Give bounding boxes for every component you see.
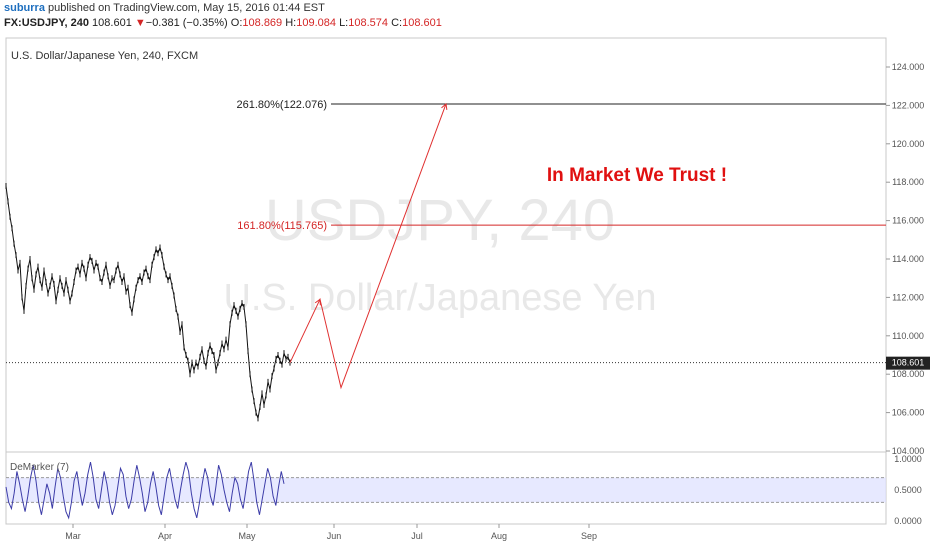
y-tick-label: 122.000 — [892, 100, 925, 110]
x-tick-label: Sep — [581, 531, 597, 541]
open-label: O: — [230, 17, 243, 29]
y-tick-label: 106.000 — [892, 408, 925, 418]
y-tick-label: 120.000 — [892, 139, 925, 149]
x-tick-label: Jun — [327, 531, 342, 541]
arrow-head-icon — [314, 298, 321, 306]
x-tick-label: Jul — [411, 531, 423, 541]
close-value: 108.601 — [402, 17, 442, 29]
close-label: C: — [391, 17, 403, 29]
last-price-tag-text: 108.601 — [892, 358, 925, 368]
indicator-y-label: 1.0000 — [894, 454, 922, 464]
y-tick-label: 110.000 — [892, 331, 924, 341]
demarker-band — [6, 477, 886, 503]
price-series — [5, 183, 291, 422]
down-arrow-icon: ▼ — [134, 17, 146, 29]
y-tick-label: 114.000 — [892, 254, 924, 264]
projection-path — [289, 103, 447, 390]
arrow-head-icon — [441, 102, 448, 110]
symbol-label: FX:USDJPY, 240 — [4, 17, 89, 29]
low-label: L: — [339, 17, 349, 29]
change-value: −0.381 (−0.35%) — [145, 17, 228, 29]
y-tick-label: 112.000 — [892, 292, 924, 302]
publish-line: suburra published on TradingView.com, Ma… — [4, 2, 325, 14]
y-tick-label: 124.000 — [892, 62, 925, 72]
y-tick-label: 108.000 — [892, 369, 925, 379]
y-tick-label: 118.000 — [892, 177, 924, 187]
indicator-y-label: 0.0000 — [894, 516, 922, 526]
author-link[interactable]: suburra — [4, 2, 45, 14]
high-label: H: — [285, 17, 297, 29]
watermark-name: U.S. Dollar/Japanese Yen — [223, 277, 656, 319]
indicator-title: DeMarker (7) — [10, 462, 69, 473]
high-value: 109.084 — [296, 17, 336, 29]
last-price-tag — [886, 356, 930, 370]
fib-level-label: 261.80%(122.076) — [236, 99, 327, 111]
publish-info: published on TradingView.com, May 15, 20… — [48, 2, 325, 14]
open-value: 108.869 — [242, 17, 283, 29]
demarker-series — [5, 461, 285, 520]
ohlc-line: FX:USDJPY, 240 108.601 ▼−0.381 (−0.35%) … — [4, 17, 442, 29]
x-tick-label: May — [238, 531, 256, 541]
x-tick-label: Mar — [65, 531, 81, 541]
low-value: 108.574 — [348, 17, 389, 29]
fib-level-label: 161.80%(115.765) — [237, 220, 327, 232]
indicator-y-label: 0.5000 — [894, 485, 922, 495]
y-tick-label: 104.000 — [892, 446, 925, 456]
chart-title: U.S. Dollar/Japanese Yen, 240, FXCM — [11, 50, 198, 62]
watermark-symbol: USDJPY, 240 — [265, 188, 615, 253]
last-price: 108.601 — [92, 17, 132, 29]
x-tick-label: Aug — [491, 531, 507, 541]
y-tick-label: 116.000 — [892, 216, 924, 226]
x-tick-label: Apr — [158, 531, 172, 541]
annotation-text: In Market We Trust ! — [547, 165, 727, 186]
